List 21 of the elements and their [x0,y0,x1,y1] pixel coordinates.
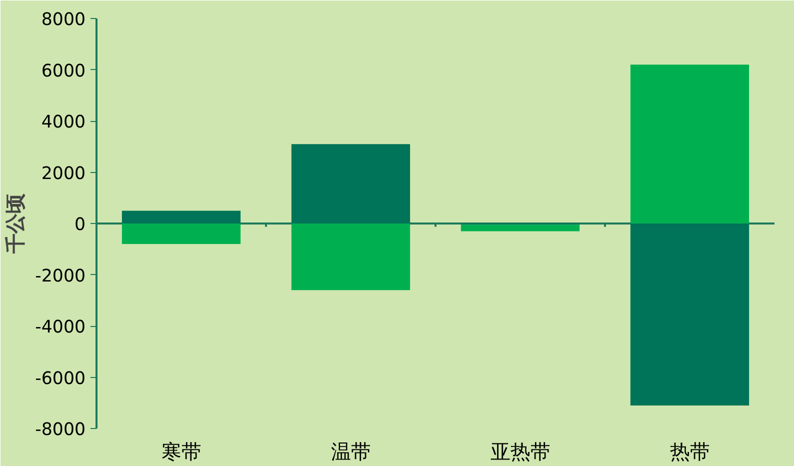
bar [460,224,580,232]
y-axis-title: 千公顷 [3,194,28,254]
bar [122,210,241,224]
y-tick-label: -2000 [35,266,86,286]
bar [630,64,750,224]
bar [291,144,410,224]
y-tick-label: -4000 [35,318,86,338]
bar [122,224,241,244]
y-tick-label: 0 [74,215,86,235]
bar [630,224,750,406]
x-tick-label: 寒带 [161,440,202,464]
y-tick-label: -6000 [35,368,86,389]
y-tick-label: 4000 [41,112,86,132]
y-tick-label: 8000 [41,10,86,30]
x-tick-label: 温带 [330,440,371,464]
y-tick-label: 2000 [41,164,86,184]
bar [291,224,410,290]
y-tick-label: -8000 [35,420,86,440]
x-tick-label: 热带 [670,440,710,464]
y-tick-label: 6000 [41,61,86,82]
x-tick-label: 亚热带 [490,440,550,464]
